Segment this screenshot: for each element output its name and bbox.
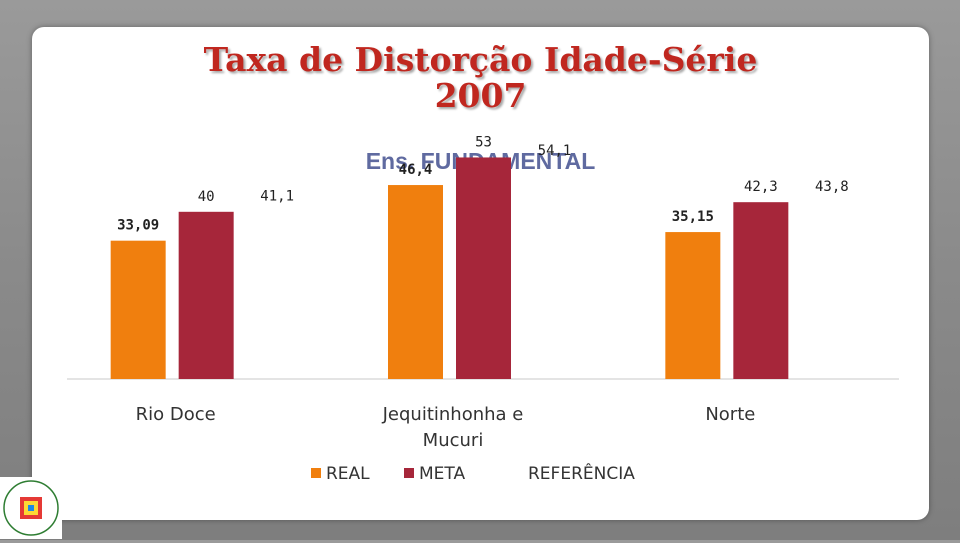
bar-real-3 <box>665 232 721 379</box>
title-line-2: 2007 <box>434 76 527 115</box>
legend-swatch-meta <box>404 468 414 478</box>
slide-title: Taxa de Distorção Idade-Série 2007 <box>32 42 929 114</box>
bar-real-2 <box>388 185 443 379</box>
bar-chart: 33,09 40 41,1 Rio Doce 46,4 53 54,1 Jequitinhon… <box>67 134 899 484</box>
data-label-referência-2: 54,1 <box>538 143 572 159</box>
category-label-3: Norte <box>705 404 755 425</box>
data-label-meta-1: 40 <box>198 189 215 205</box>
category-label-1: Rio Doce <box>136 404 216 425</box>
data-label-real-2: 46,4 <box>399 162 433 178</box>
data-label-real-3: 35,15 <box>672 209 714 225</box>
legend-swatch-real <box>311 468 321 478</box>
bar-meta-3 <box>733 202 789 379</box>
data-label-meta-3: 42,3 <box>744 179 778 195</box>
bar-real-1 <box>110 240 166 379</box>
title-line-1: Taxa de Distorção Idade-Série <box>203 40 758 79</box>
legend-label-referência: REFERÊNCIA <box>528 462 635 484</box>
bar-meta-1 <box>178 211 234 379</box>
legend-label-real: REAL <box>326 464 370 484</box>
data-label-real-1: 33,09 <box>117 218 159 234</box>
bar-meta-2 <box>456 157 511 379</box>
logo-emblem-icon <box>0 477 62 539</box>
logo <box>0 477 62 539</box>
category-label-2-line-2: Mucuri <box>423 430 484 451</box>
data-label-referência-3: 43,8 <box>815 179 849 195</box>
legend-label-meta: META <box>419 464 465 484</box>
category-label-2: Jequitinhonha e <box>382 404 524 425</box>
data-label-meta-2: 53 <box>475 134 492 150</box>
data-label-referência-1: 41,1 <box>260 189 294 205</box>
